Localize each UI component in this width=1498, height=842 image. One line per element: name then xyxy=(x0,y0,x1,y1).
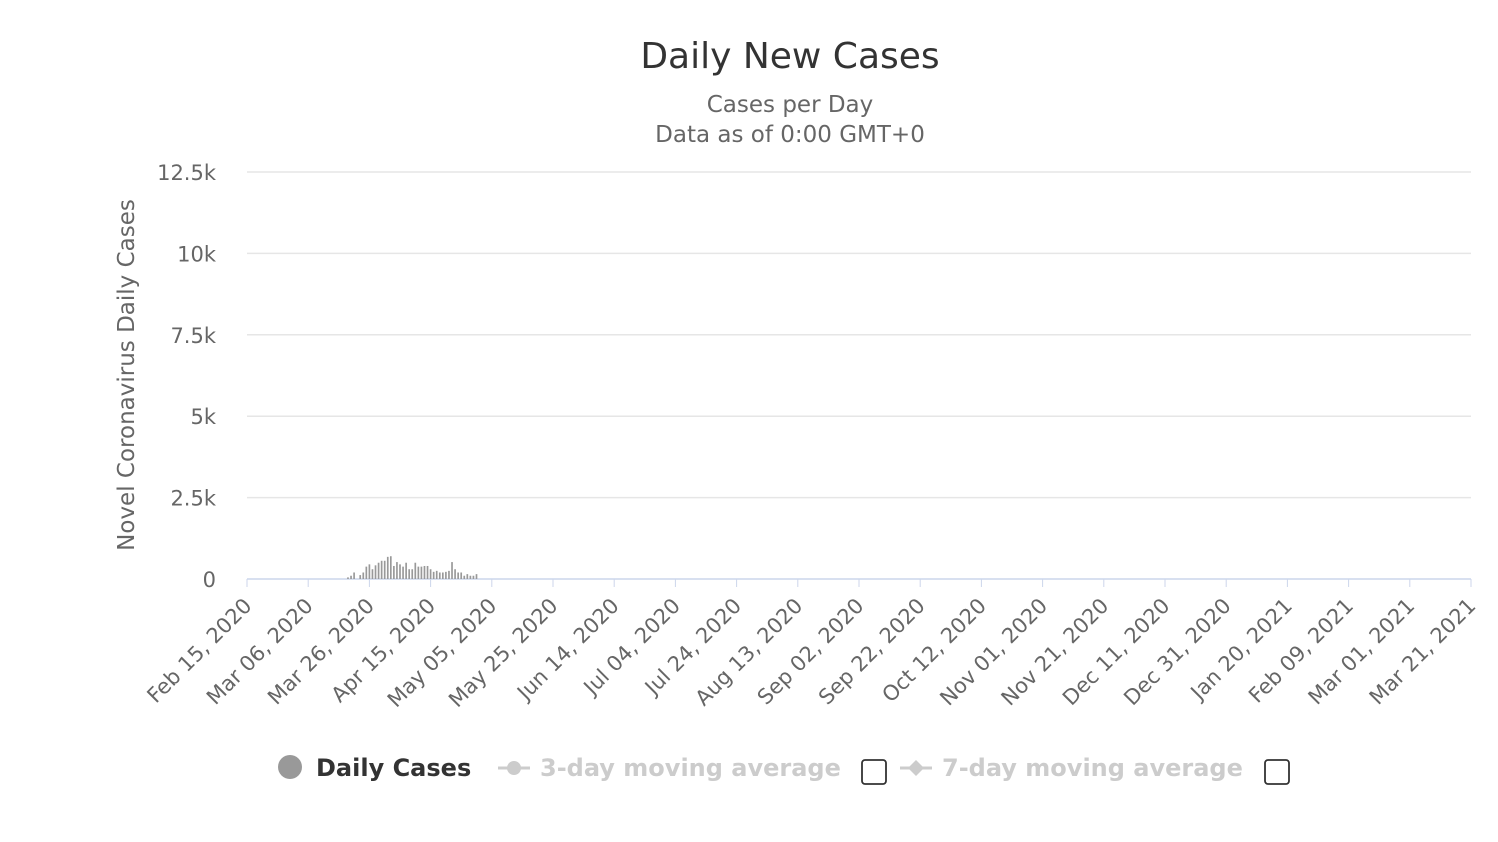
bar[interactable] xyxy=(420,566,423,579)
bar[interactable] xyxy=(353,572,355,579)
x-tick-label: Mar 06, 2020 xyxy=(202,594,318,710)
bar[interactable] xyxy=(408,569,411,579)
bar[interactable] xyxy=(448,570,450,579)
y-tick-label: 7.5k xyxy=(170,324,216,348)
bar[interactable] xyxy=(380,560,383,579)
x-tick-label: Nov 21, 2020 xyxy=(997,594,1114,711)
chart-title: Daily New Cases xyxy=(640,36,939,77)
chart-subtitle-line-2: Data as of 0:00 GMT+0 xyxy=(655,122,925,148)
bar[interactable] xyxy=(411,569,414,579)
bar[interactable] xyxy=(393,565,395,579)
bar[interactable] xyxy=(469,575,472,579)
y-tick-label: 0 xyxy=(203,568,216,592)
legend-checkbox[interactable] xyxy=(861,759,887,785)
x-tick-label: Mar 26, 2020 xyxy=(263,594,379,710)
bar[interactable] xyxy=(423,565,426,579)
bar[interactable] xyxy=(386,556,389,579)
bar[interactable] xyxy=(429,569,432,579)
legend-item[interactable]: 7-day moving average xyxy=(900,754,1290,785)
bar[interactable] xyxy=(374,565,377,579)
bar[interactable] xyxy=(365,566,368,579)
bar[interactable] xyxy=(438,572,441,579)
bar[interactable] xyxy=(371,569,374,579)
bar[interactable] xyxy=(402,566,404,579)
bar[interactable] xyxy=(383,560,386,579)
grid-lines xyxy=(247,171,1471,580)
bar[interactable] xyxy=(417,566,420,579)
x-tick-label: Mar 01, 2021 xyxy=(1304,594,1420,710)
bar[interactable] xyxy=(347,577,349,579)
legend-label: Daily Cases xyxy=(316,754,471,782)
x-tick-label: Mar 21, 2021 xyxy=(1365,594,1481,710)
bar[interactable] xyxy=(472,575,475,579)
legend-label: 7-day moving average xyxy=(942,754,1243,782)
bar[interactable] xyxy=(475,574,478,579)
legend-item[interactable]: 3-day moving average xyxy=(498,754,887,785)
x-tick-label: Dec 11, 2020 xyxy=(1058,594,1175,711)
bar[interactable] xyxy=(377,562,380,579)
legend-checkbox[interactable] xyxy=(1264,759,1290,785)
legend-circle-marker-icon xyxy=(507,761,521,775)
bar[interactable] xyxy=(350,575,352,579)
y-tick-label: 5k xyxy=(190,405,216,429)
legend-label: 3-day moving average xyxy=(540,754,841,782)
y-axis-ticks: 0 2.5k 5k 7.5k 10k 12.5k xyxy=(157,161,217,592)
legend-item[interactable]: Daily Cases xyxy=(278,754,471,782)
x-tick-label: Nov 01, 2020 xyxy=(935,594,1052,711)
y-tick-label: 12.5k xyxy=(157,161,217,185)
legend[interactable]: Daily Cases 3-day moving average 7-day mov… xyxy=(278,754,1290,785)
bar[interactable] xyxy=(389,556,392,579)
bar[interactable] xyxy=(463,575,466,579)
legend-dot-icon xyxy=(278,755,302,779)
bar[interactable] xyxy=(466,574,469,579)
bar[interactable] xyxy=(454,569,456,579)
bar[interactable] xyxy=(396,562,398,579)
bar[interactable] xyxy=(432,571,435,579)
bar[interactable] xyxy=(451,562,453,579)
y-tick-label: 10k xyxy=(177,242,217,266)
y-axis-label: Novel Coronavirus Daily Cases xyxy=(114,199,140,551)
bar-series[interactable] xyxy=(347,556,478,579)
bar[interactable] xyxy=(457,572,459,579)
x-tick-label: Feb 09, 2021 xyxy=(1244,594,1358,708)
x-tick-label: May 05, 2020 xyxy=(383,594,502,713)
bar[interactable] xyxy=(442,572,444,579)
bar[interactable] xyxy=(359,575,362,579)
bar[interactable] xyxy=(405,562,407,579)
bar[interactable] xyxy=(414,562,417,579)
bar[interactable] xyxy=(368,564,371,579)
bar[interactable] xyxy=(460,572,463,579)
chart-subtitle-line-1: Cases per Day xyxy=(707,92,874,118)
bar[interactable] xyxy=(399,564,401,579)
y-tick-label: 2.5k xyxy=(170,487,216,511)
bar[interactable] xyxy=(426,565,429,579)
x-tick-label: Aug 13, 2020 xyxy=(691,594,808,711)
bar[interactable] xyxy=(362,572,365,579)
x-tick-label: Feb 15, 2020 xyxy=(142,594,256,708)
legend-diamond-marker-icon xyxy=(908,760,924,776)
x-tick-label: May 25, 2020 xyxy=(444,594,563,713)
x-tick-label: Sep 02, 2020 xyxy=(753,594,869,710)
x-tick-label: Sep 22, 2020 xyxy=(814,594,930,710)
x-tick-label: Dec 31, 2020 xyxy=(1119,594,1236,711)
bar[interactable] xyxy=(445,571,447,579)
bar[interactable] xyxy=(435,570,438,579)
